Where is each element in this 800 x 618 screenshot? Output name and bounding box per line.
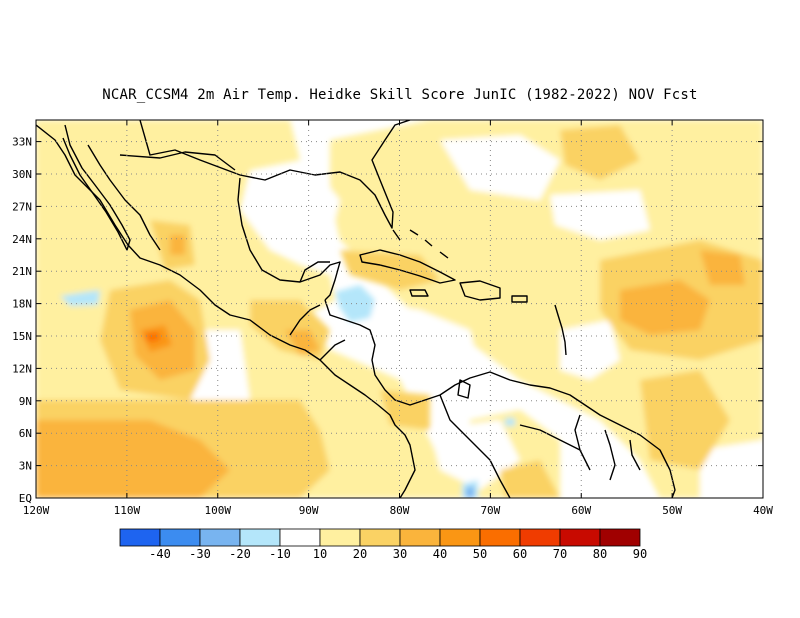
colorbar: -40 -30 -20 -10 10 20 30 40 50 60 70 80 90 <box>120 529 647 561</box>
lon-tick-label: 110W <box>114 504 141 517</box>
colorbar-label: 60 <box>513 547 527 561</box>
lat-tick-label: 6N <box>19 427 32 440</box>
colorbar-swatch <box>200 529 240 546</box>
lat-tick-label: 9N <box>19 395 32 408</box>
lat-tick-label: 27N <box>12 200 32 213</box>
colorbar-swatch <box>320 529 360 546</box>
lat-tick-label: 15N <box>12 330 32 343</box>
lat-tick-label: 30N <box>12 168 32 181</box>
colorbar-label: 10 <box>313 547 327 561</box>
lon-tick-label: 100W <box>205 504 232 517</box>
colorbar-label: 50 <box>473 547 487 561</box>
lon-tick-label: 50W <box>662 504 682 517</box>
colorbar-label: 70 <box>553 547 567 561</box>
lat-tick-label: 18N <box>12 298 32 311</box>
lon-tick-label: 60W <box>571 504 591 517</box>
colorbar-swatch <box>560 529 600 546</box>
colorbar-swatch <box>360 529 400 546</box>
colorbar-swatch <box>400 529 440 546</box>
colorbar-swatch <box>440 529 480 546</box>
colorbar-swatch <box>480 529 520 546</box>
lat-tick-label: 3N <box>19 460 32 473</box>
colorbar-label: 20 <box>353 547 367 561</box>
colorbar-label: 40 <box>433 547 447 561</box>
colorbar-label: -40 <box>149 547 171 561</box>
colorbar-label: -30 <box>189 547 211 561</box>
colorbar-swatch <box>280 529 320 546</box>
lat-tick-label: 12N <box>12 362 32 375</box>
colorbar-swatch <box>120 529 160 546</box>
colorbar-swatch <box>520 529 560 546</box>
colorbar-swatch <box>240 529 280 546</box>
colorbar-swatch <box>600 529 640 546</box>
lon-tick-label: 120W <box>23 504 50 517</box>
colorbar-label: -20 <box>229 547 251 561</box>
colorbar-label: 80 <box>593 547 607 561</box>
colorbar-label: 30 <box>393 547 407 561</box>
lon-tick-label: 80W <box>390 504 410 517</box>
lat-tick-label: 24N <box>12 233 32 246</box>
lat-tick-label: 33N <box>12 136 32 149</box>
skill-score-shading <box>36 120 763 498</box>
lon-tick-label: 40W <box>753 504 773 517</box>
lon-tick-label: 90W <box>299 504 319 517</box>
colorbar-label: -10 <box>269 547 291 561</box>
lon-tick-label: 70W <box>480 504 500 517</box>
lat-tick-label: 21N <box>12 265 32 278</box>
colorbar-label: 90 <box>633 547 647 561</box>
colorbar-swatch <box>160 529 200 546</box>
